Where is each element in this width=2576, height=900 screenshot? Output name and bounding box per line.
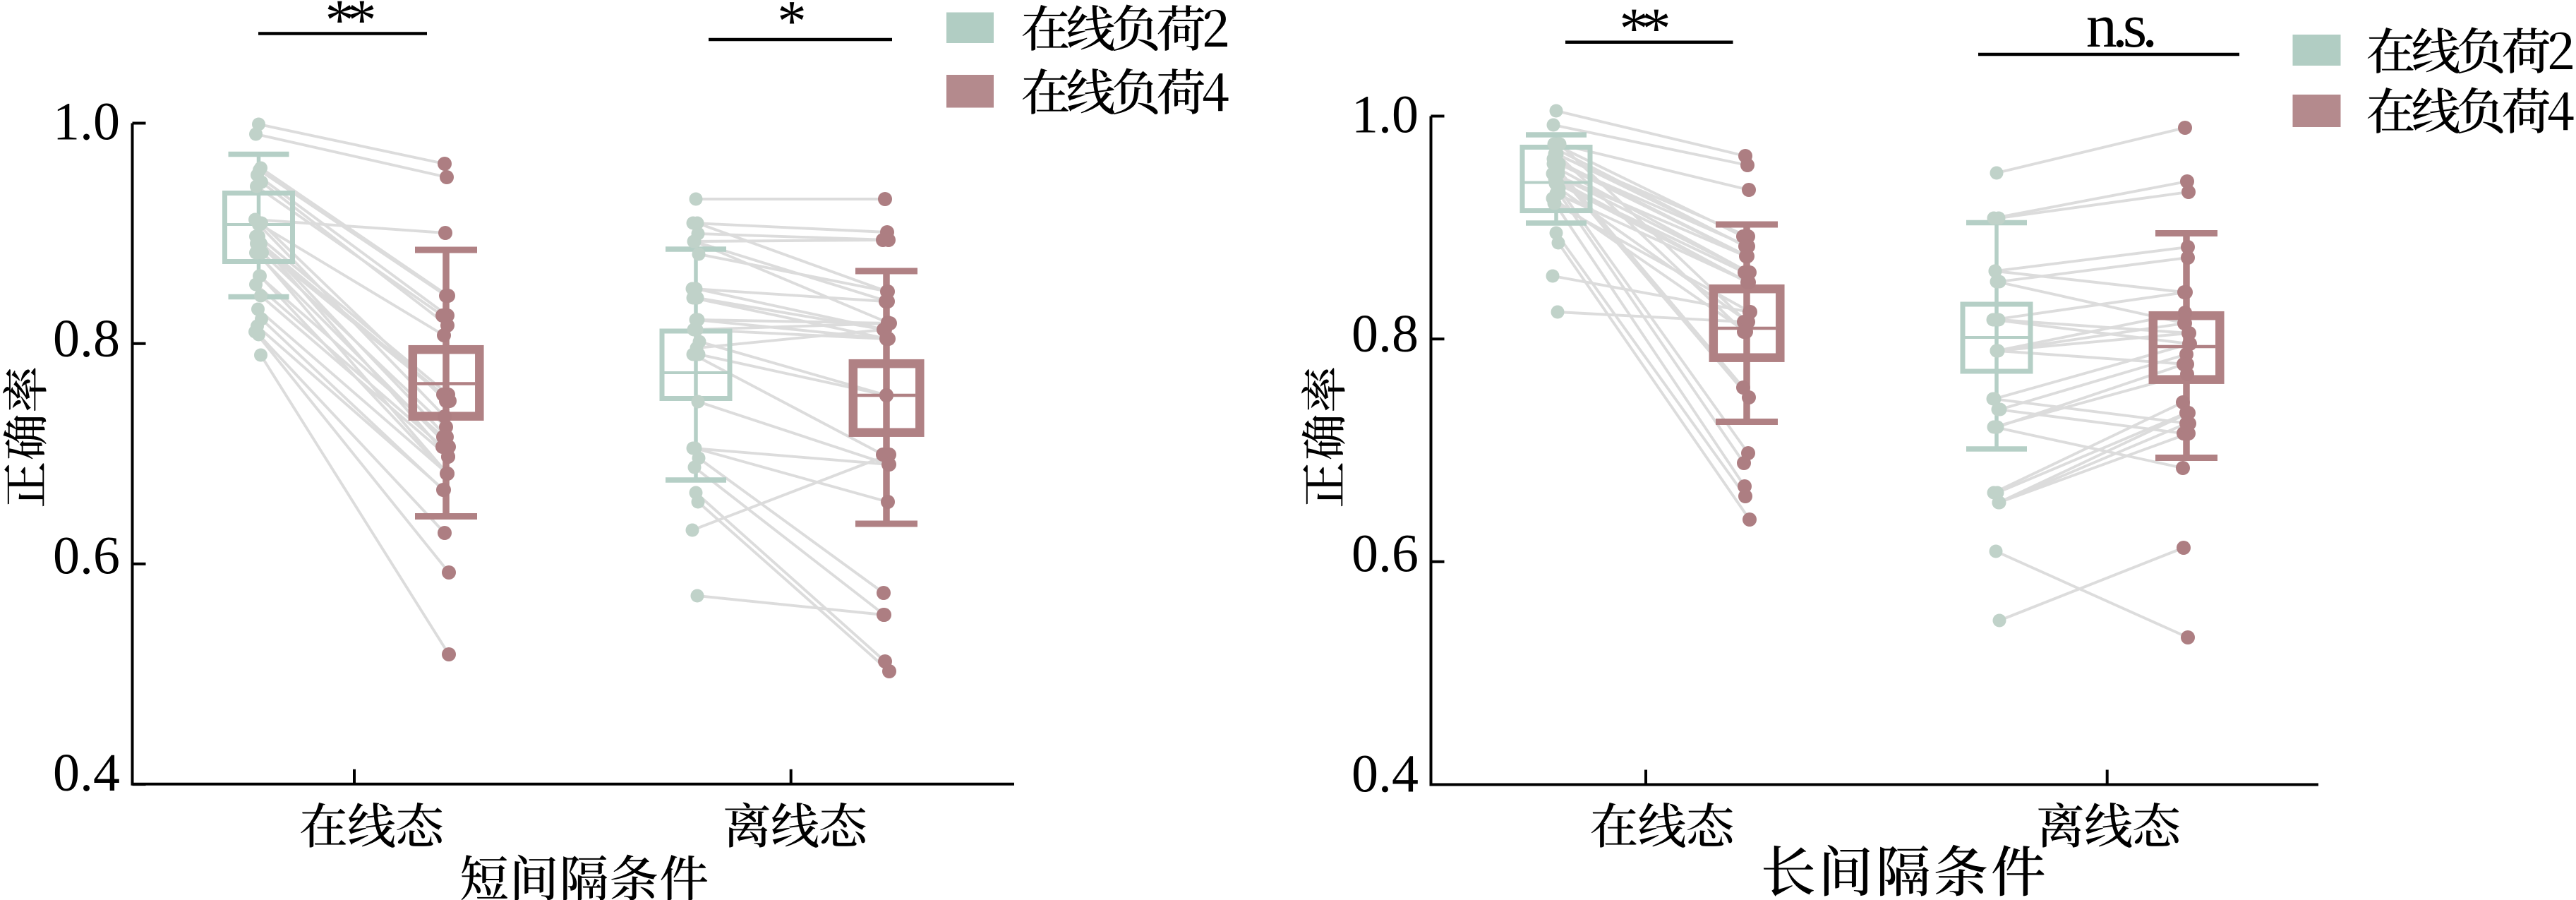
svg-text:n.s.: n.s. [2086, 0, 2154, 61]
svg-text:0.6: 0.6 [53, 527, 120, 586]
svg-text:0.8: 0.8 [1352, 304, 1419, 364]
svg-text:0.6: 0.6 [1352, 524, 1419, 584]
svg-text:0.4: 0.4 [53, 743, 120, 803]
svg-text:1.0: 1.0 [1352, 85, 1419, 145]
svg-text:**: ** [1620, 0, 1669, 61]
svg-text:1.0: 1.0 [53, 92, 120, 152]
svg-text:0.8: 0.8 [53, 309, 120, 368]
svg-text:**: ** [325, 0, 375, 52]
svg-text:*: * [777, 0, 807, 54]
svg-text:0.4: 0.4 [1352, 745, 1419, 804]
